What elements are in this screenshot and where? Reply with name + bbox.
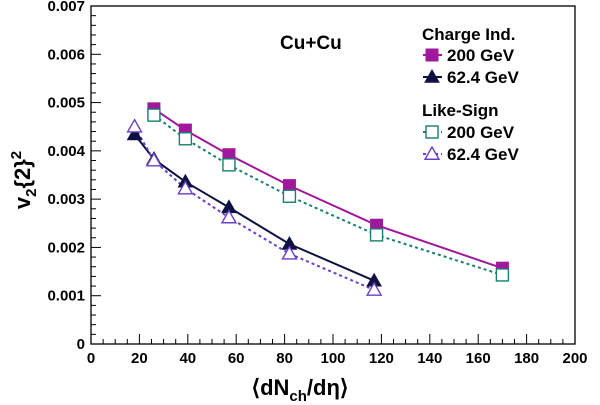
legend-entry-2: 200 GeV <box>423 123 515 142</box>
series-3 <box>133 126 375 291</box>
legend-entry-1: 62.4 GeV <box>423 68 519 87</box>
legend-group-title-charge-ind: Charge Ind. <box>422 25 516 44</box>
x-axis-title-subscript: ch <box>289 388 307 405</box>
data-point <box>369 228 384 242</box>
data-point <box>126 118 143 133</box>
legend-label: 62.4 GeV <box>447 68 519 87</box>
series-markers-3 <box>126 118 383 296</box>
y-tick-label: 0 <box>77 336 85 353</box>
legend-entry-3: 62.4 GeV <box>423 145 519 164</box>
data-point <box>220 209 238 224</box>
x-tick-label: 140 <box>417 350 442 367</box>
y-tick-label: 0.005 <box>47 95 85 112</box>
legend-entry-0: 200 GeV <box>423 46 515 65</box>
y-tick-label: 0.007 <box>47 0 85 15</box>
y-axis-title-subscript: 2 <box>23 189 40 197</box>
legend: Charge Ind. 200 GeV 62.4 GeV 200 GeV 62.4 G… <box>422 25 519 164</box>
x-axis-title: ⟨dNch/dη⟩ <box>251 375 348 405</box>
legend-entries: 200 GeV 62.4 GeV 200 GeV 62.4 GeV <box>423 46 519 164</box>
y-tick-label: 0.004 <box>47 143 85 160</box>
x-tick-label: 180 <box>514 350 539 367</box>
x-tick-label: 20 <box>131 350 148 367</box>
legend-group-title-like-sign: Like-Sign <box>422 101 499 120</box>
y-axis-title-braces: {2} <box>10 159 35 189</box>
x-tick-label: 80 <box>276 350 293 367</box>
y-tick-label: 0.003 <box>47 191 85 208</box>
x-tick-label: 100 <box>320 350 345 367</box>
legend-label: 200 GeV <box>447 123 515 142</box>
legend-marker <box>424 68 440 83</box>
legend-label: 62.4 GeV <box>447 145 519 164</box>
data-point <box>495 268 510 282</box>
data-point <box>177 180 194 195</box>
x-tick-label: 40 <box>179 350 196 367</box>
y-tick-label: 0.006 <box>47 46 85 63</box>
y-axis-title: v2{2}2 <box>8 151 40 209</box>
system-annotation: Cu+Cu <box>280 33 342 54</box>
legend-label: 200 GeV <box>447 46 515 65</box>
y-tick-label: 0.002 <box>47 239 85 256</box>
series-line <box>133 126 375 291</box>
x-tick-label: 200 <box>562 350 587 367</box>
x-tick-label: 0 <box>87 350 95 367</box>
x-tick-label: 60 <box>228 350 245 367</box>
data-point <box>178 132 193 146</box>
data-point <box>365 281 383 296</box>
data-point <box>222 158 236 172</box>
y-axis-title-superscript: 2 <box>8 151 25 159</box>
data-point <box>147 108 161 122</box>
x-tick-label: 120 <box>369 350 394 367</box>
x-tick-label: 160 <box>466 350 491 367</box>
y-axis-title-main: v <box>10 196 35 209</box>
legend-marker <box>425 125 439 139</box>
legend-marker <box>425 48 439 62</box>
series-layer <box>126 102 510 296</box>
data-point <box>281 245 298 260</box>
data-point <box>145 152 163 167</box>
ticks-layer: 0 20 40 60 80 100 120 140 160 180 200 0 0.001 0.002 0.… <box>47 0 587 367</box>
data-point <box>126 126 143 141</box>
series-markers-1 <box>126 126 383 287</box>
series-markers-2 <box>147 108 510 282</box>
data-point <box>282 189 297 203</box>
x-axis-title-tail: /dη⟩ <box>307 375 349 400</box>
x-axis-title-main: ⟨dN <box>251 375 289 400</box>
y-tick-label: 0.001 <box>47 288 85 305</box>
legend-marker <box>423 145 441 160</box>
